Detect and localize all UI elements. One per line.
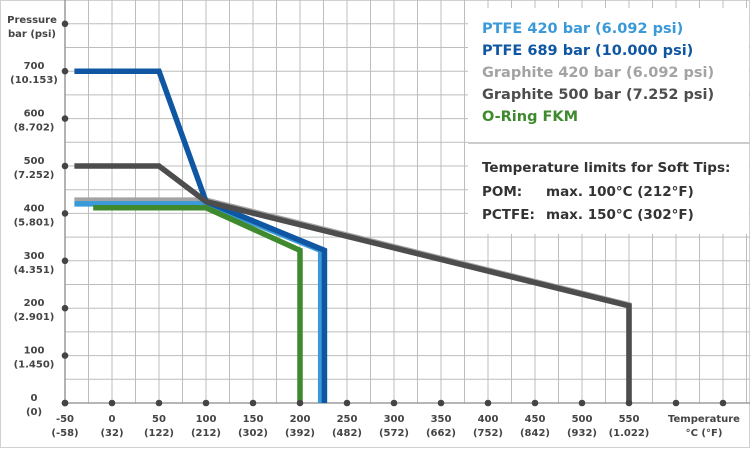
x-tick-dot	[719, 399, 727, 407]
series-line	[93, 204, 303, 403]
y-axis-label-line1: Pressure	[7, 15, 57, 26]
x-tick-label-fahrenheit: (842)	[520, 428, 550, 439]
x-tick-dot	[343, 399, 351, 407]
x-tick-label-fahrenheit: (212)	[191, 428, 221, 439]
x-tick-dot	[484, 399, 492, 407]
x-tick-label-celsius: 350	[431, 414, 452, 425]
x-tick-label-celsius: 150	[243, 414, 264, 425]
y-tick-label-bar: 0	[31, 393, 38, 404]
y-tick-label-psi: (4.351)	[14, 265, 55, 276]
y-tick-label-psi: (10.153)	[10, 75, 58, 86]
y-tick-label-bar: 300	[24, 251, 45, 262]
note-title: Temperature limits for Soft Tips:	[482, 160, 730, 176]
y-tick-dot	[61, 20, 69, 28]
legend-entry: Graphite 500 bar (7.252 psi)	[482, 87, 714, 103]
x-tick-label-celsius: 550	[619, 414, 640, 425]
x-tick-label-fahrenheit: (662)	[426, 428, 456, 439]
legend-entry: Graphite 420 bar (6.092 psi)	[482, 65, 714, 81]
x-tick-label-celsius: 400	[478, 414, 499, 425]
y-tick-label-bar: 200	[24, 298, 45, 309]
legend-background	[468, 8, 749, 234]
x-tick-label-fahrenheit: (392)	[285, 428, 315, 439]
x-tick-label-fahrenheit: (1.022)	[609, 428, 650, 439]
y-tick-label-bar: 600	[24, 109, 45, 120]
x-tick-dot	[296, 399, 304, 407]
x-tick-label-fahrenheit: (-58)	[51, 428, 78, 439]
y-tick-label-psi: (2.901)	[14, 312, 55, 323]
y-tick-dot	[61, 115, 69, 122]
x-tick-dot	[437, 399, 445, 407]
x-tick-label-celsius: 300	[384, 414, 405, 425]
x-tick-label-fahrenheit: (752)	[473, 428, 503, 439]
x-tick-dot	[155, 399, 163, 407]
x-tick-dot	[202, 399, 210, 407]
y-tick-dot	[61, 210, 69, 217]
x-tick-label-celsius: 200	[290, 414, 311, 425]
y-tick-dot	[61, 304, 69, 312]
y-tick-dot	[61, 352, 69, 359]
x-tick-label-celsius: 500	[572, 414, 593, 425]
x-axis-label-line2: °C (°F)	[686, 428, 723, 439]
x-tick-label-celsius: 250	[337, 414, 358, 425]
x-tick-dot	[531, 399, 539, 407]
note-pctfe-value: max. 150°C (302°F)	[546, 207, 694, 223]
x-tick-dot	[578, 399, 586, 407]
note-pctfe-label: PCTFE:	[482, 207, 535, 223]
legend: PTFE 420 bar (6.092 psi) PTFE 689 bar (10…	[468, 8, 749, 234]
y-tick-dot	[61, 67, 69, 75]
legend-entry: PTFE 420 bar (6.092 psi)	[482, 21, 683, 37]
axes: -50 (-58) 0 (32) 50 (122) 100 (212) 150 (302) 200 (…	[10, 20, 727, 439]
y-tick-label-psi: (0)	[26, 407, 42, 418]
series-line	[74, 163, 632, 403]
y-tick-dot	[61, 162, 69, 170]
x-tick-dot	[390, 399, 398, 407]
x-tick-label-celsius: 100	[196, 414, 217, 425]
x-tick-dot	[249, 399, 257, 407]
note-pom-label: POM:	[482, 184, 522, 200]
y-tick-label-psi: (1.450)	[14, 360, 55, 371]
y-tick-dot	[61, 399, 69, 407]
x-tick-label-celsius: 50	[152, 414, 166, 425]
note-pom-value: max. 100°C (212°F)	[546, 184, 694, 200]
y-axis-label-line2: bar (psi)	[8, 29, 56, 40]
series-lines	[74, 68, 632, 403]
y-tick-label-psi: (5.801)	[14, 217, 55, 228]
y-tick-label-psi: (8.702)	[14, 123, 55, 134]
y-tick-label-bar: 500	[24, 156, 45, 167]
x-tick-label-fahrenheit: (32)	[100, 428, 123, 439]
y-tick-dot	[61, 257, 69, 265]
y-tick-label-bar: 400	[24, 203, 45, 214]
y-tick-label-bar: 100	[24, 346, 45, 357]
x-tick-label-celsius: 450	[525, 414, 546, 425]
y-tick-label-bar: 700	[24, 61, 45, 72]
y-tick-label-psi: (7.252)	[14, 170, 55, 181]
x-tick-label-fahrenheit: (482)	[332, 428, 362, 439]
x-axis-label-line1: Temperature	[668, 414, 740, 425]
x-tick-dot	[625, 399, 633, 407]
x-tick-label-fahrenheit: (122)	[144, 428, 174, 439]
legend-entry: O-Ring FKM	[482, 109, 578, 125]
x-tick-dot	[108, 399, 116, 407]
x-tick-label-celsius: 0	[109, 414, 116, 425]
x-tick-label-fahrenheit: (932)	[567, 428, 597, 439]
x-tick-label-celsius: -50	[56, 414, 74, 425]
x-tick-dot	[672, 399, 680, 407]
legend-entry: PTFE 689 bar (10.000 psi)	[482, 43, 693, 59]
x-tick-label-fahrenheit: (572)	[379, 428, 409, 439]
x-tick-label-fahrenheit: (302)	[238, 428, 268, 439]
